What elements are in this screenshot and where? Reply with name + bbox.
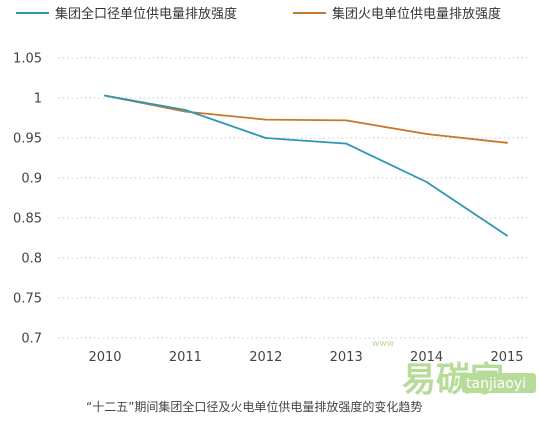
- watermark-site-badge: [462, 373, 536, 393]
- y-tick-label: 0.8: [21, 252, 42, 267]
- y-tick-label: 0.75: [13, 292, 42, 307]
- y-tick-label: 1: [34, 92, 42, 107]
- series-lines: [104, 94, 508, 237]
- data-point: [264, 118, 267, 121]
- x-tick-label: 2014: [410, 350, 443, 365]
- watermark-domain-text: .com: [496, 398, 523, 411]
- data-point: [104, 94, 106, 97]
- watermark-site-text: tanjiaoyi: [466, 376, 526, 392]
- x-tick-label: 2010: [88, 350, 121, 365]
- series-line-1: [104, 94, 508, 144]
- watermark-small-text: www: [372, 339, 394, 349]
- y-tick-label: 1.05: [13, 52, 42, 67]
- x-tick-label: 2012: [249, 350, 282, 365]
- data-point: [184, 110, 187, 113]
- y-tick-label: 0.9: [21, 172, 42, 187]
- series-line-0: [104, 94, 508, 237]
- x-tick-label: 2013: [330, 350, 363, 365]
- chart-caption: “十二五”期间集团全口径及火电单位供电量排放强度的变化趋势: [86, 399, 422, 414]
- y-axis-ticks: 0.7 0.75 0.8 0.85 0.9 0.95 1 1.05: [13, 52, 42, 347]
- data-point: [425, 181, 428, 183]
- data-point: [184, 109, 187, 111]
- y-tick-label: 0.85: [13, 212, 42, 227]
- x-tick-label: 2015: [490, 350, 523, 365]
- x-axis-ticks: 2010 2011 2012 2013 2014 2015: [88, 350, 523, 365]
- legend-label: 集团全口径单位供电量排放强度: [55, 6, 237, 22]
- data-point: [506, 234, 508, 237]
- y-tick-label: 0.95: [13, 132, 42, 147]
- data-point: [264, 137, 267, 139]
- y-tick-label: 0.7: [21, 332, 42, 347]
- data-point: [345, 119, 348, 122]
- legend: 集团全口径单位供电量排放强度 集团火电单位供电量排放强度: [16, 6, 501, 22]
- data-point: [425, 133, 428, 135]
- data-point: [345, 142, 348, 145]
- legend-label: 集团火电单位供电量排放强度: [332, 6, 501, 22]
- data-point: [506, 141, 508, 144]
- watermark: www 易碳家 tanjiaoyi .com: [372, 339, 536, 411]
- x-tick-label: 2011: [169, 350, 202, 365]
